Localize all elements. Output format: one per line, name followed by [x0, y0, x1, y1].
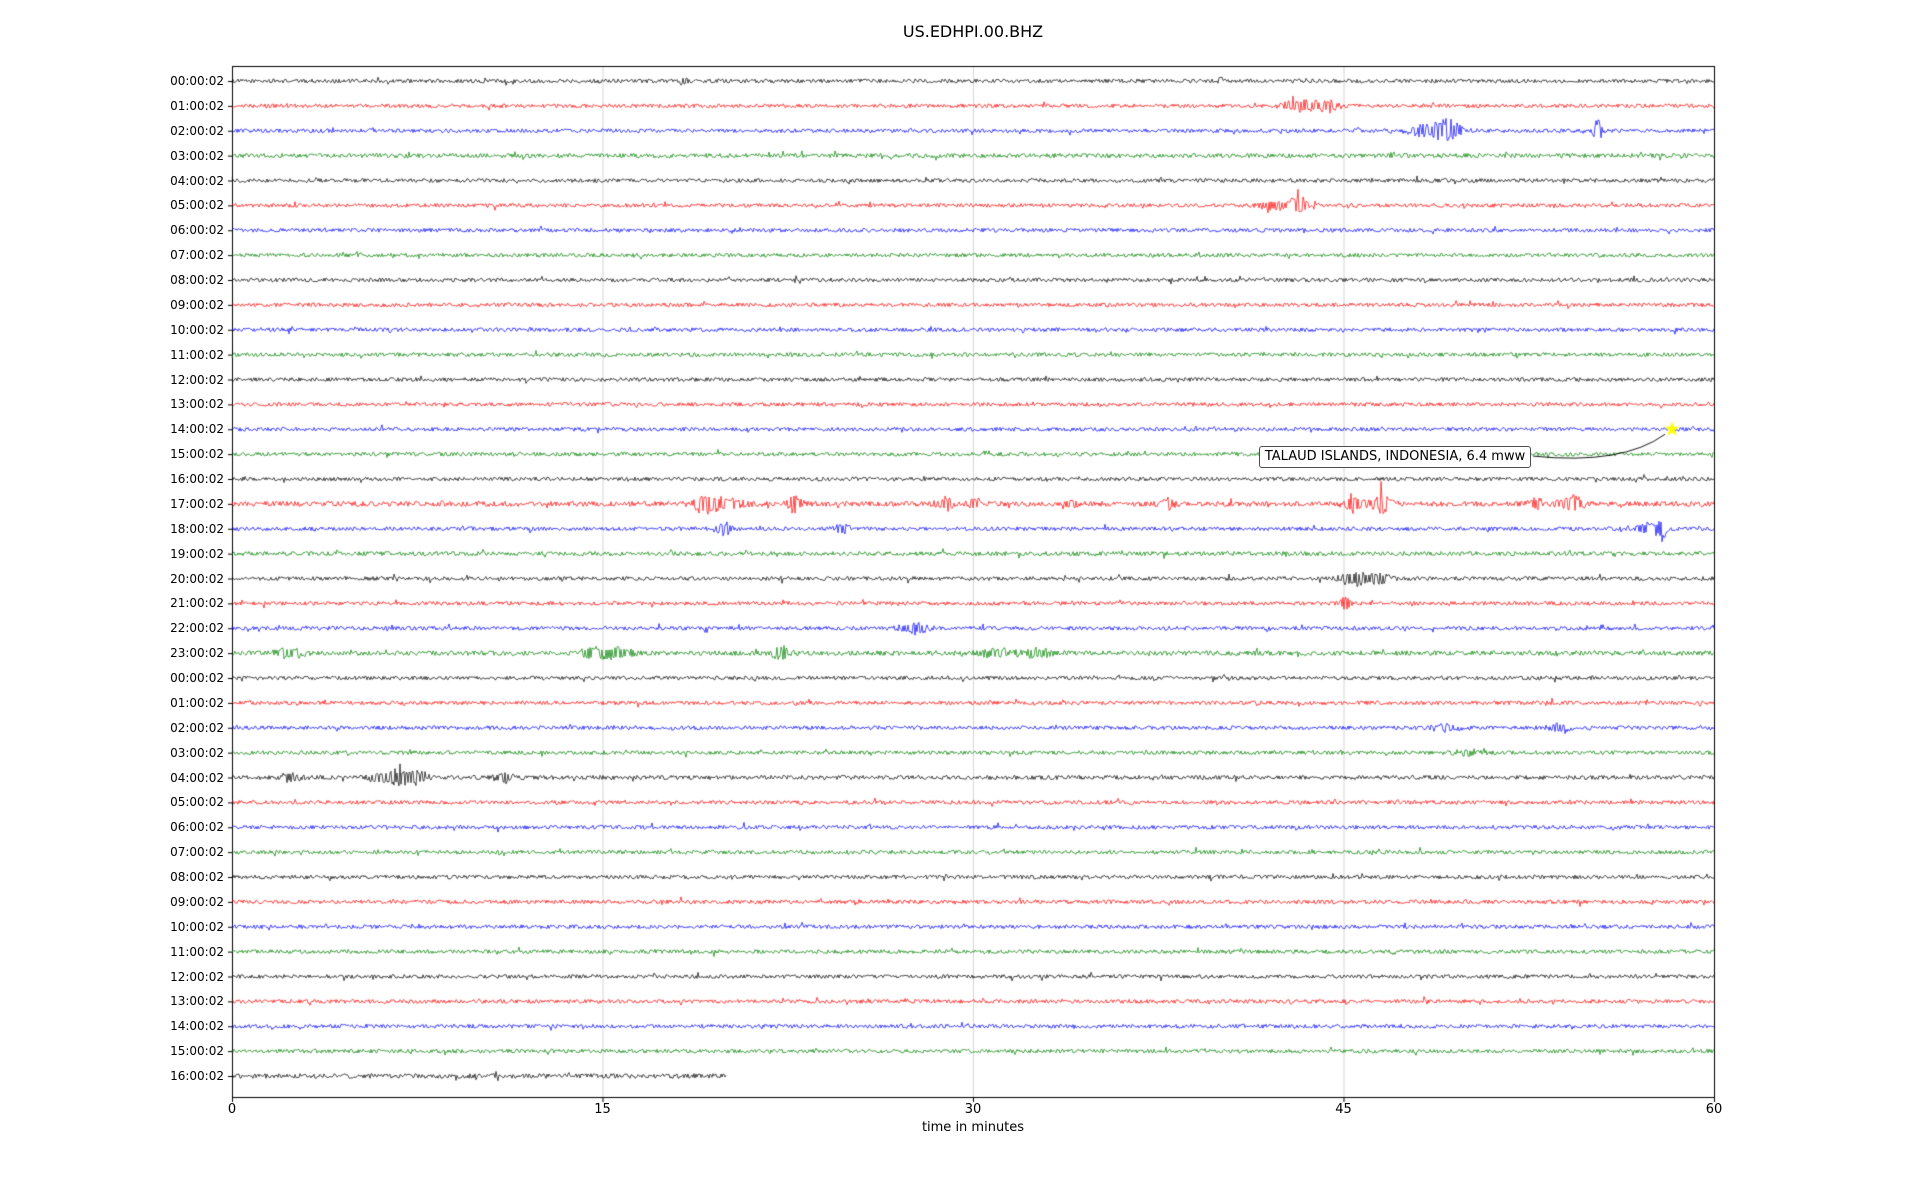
row-label: 18:00:02	[170, 521, 224, 536]
row-label: 00:00:02	[170, 671, 224, 685]
row-label: 17:00:02	[170, 496, 224, 511]
row-label: 12:00:02	[170, 969, 224, 984]
row-label: 14:00:02	[170, 422, 224, 437]
row-label: 16:00:02	[170, 472, 224, 486]
row-label: 04:00:02	[170, 173, 224, 188]
row-label: 02:00:02	[170, 123, 224, 138]
row-label: 21:00:02	[170, 596, 224, 611]
row-label: 08:00:02	[170, 870, 224, 884]
row-label: 05:00:02	[170, 795, 224, 810]
row-label: 04:00:02	[170, 770, 224, 785]
row-label: 08:00:02	[170, 273, 224, 287]
x-tick-label: 0	[227, 1102, 237, 1117]
row-label: 19:00:02	[170, 546, 224, 561]
row-label: 10:00:02	[170, 322, 224, 337]
row-label: 06:00:02	[170, 223, 224, 238]
row-label: 03:00:02	[170, 745, 224, 760]
row-label: 06:00:02	[170, 820, 224, 835]
row-label: 20:00:02	[170, 571, 224, 586]
event-annotation-text: TALAUD ISLANDS, INDONESIA, 6.4 mww	[1264, 449, 1526, 465]
row-label: 09:00:02	[170, 297, 224, 312]
row-label: 09:00:02	[170, 894, 224, 909]
x-axis-label: time in minutes	[921, 1120, 1025, 1135]
row-label: 14:00:02	[170, 1019, 224, 1034]
row-label: 11:00:02	[170, 944, 224, 959]
row-label: 13:00:02	[170, 397, 224, 412]
row-label: 15:00:02	[170, 1044, 224, 1059]
row-label: 22:00:02	[170, 621, 224, 636]
row-label: 01:00:02	[170, 98, 224, 113]
row-label: 00:00:02	[170, 74, 224, 88]
row-label: 07:00:02	[170, 845, 224, 860]
x-tick-label: 45	[1335, 1102, 1352, 1117]
row-label: 10:00:02	[170, 919, 224, 934]
row-label: 02:00:02	[170, 720, 224, 735]
row-label: 03:00:02	[170, 148, 224, 163]
x-tick-label: 15	[594, 1102, 611, 1117]
row-label: 11:00:02	[170, 347, 224, 362]
row-label: 07:00:02	[170, 248, 224, 263]
row-label: 16:00:02	[170, 1069, 224, 1083]
row-label: 05:00:02	[170, 198, 224, 213]
row-label: 15:00:02	[170, 447, 224, 462]
row-label: 01:00:02	[170, 695, 224, 710]
x-tick-label: 30	[964, 1102, 982, 1117]
row-label: 12:00:02	[170, 372, 224, 387]
row-label: 23:00:02	[170, 646, 224, 661]
chart-title: US.EDHPI.00.BHZ	[902, 22, 1044, 41]
event-annotation-label: TALAUD ISLANDS, INDONESIA, 6.4 mww	[1258, 446, 1532, 469]
row-label: 13:00:02	[170, 994, 224, 1009]
x-tick-label: 60	[1705, 1102, 1723, 1117]
